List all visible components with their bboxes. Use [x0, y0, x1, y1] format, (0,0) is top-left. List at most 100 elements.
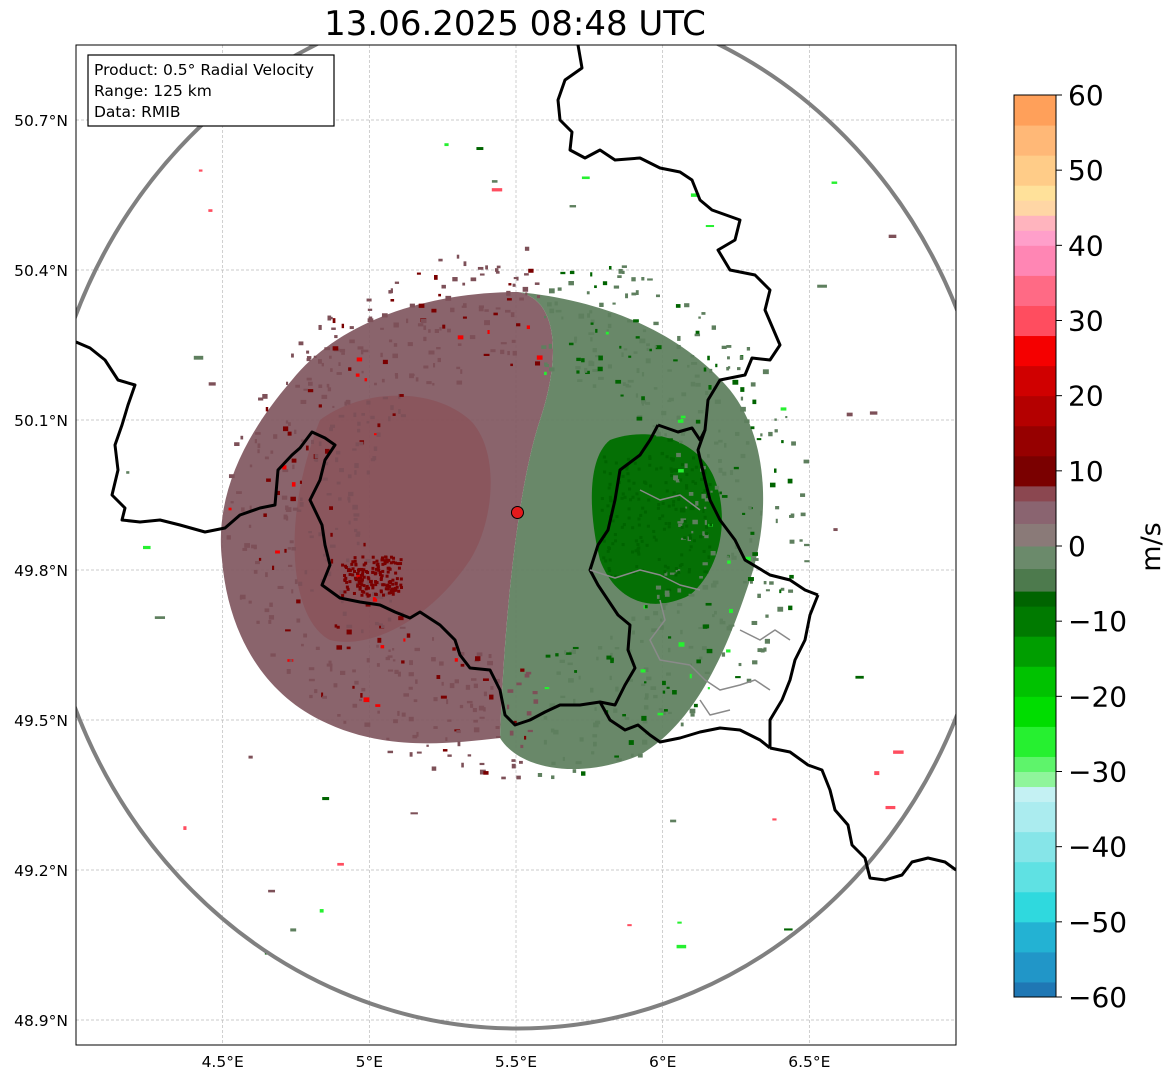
echo-speckle	[374, 571, 378, 575]
echo-speckle	[615, 515, 619, 519]
echo-speckle	[359, 441, 364, 446]
echo-speckle	[483, 691, 488, 697]
echo-speckle	[888, 234, 897, 239]
echo-speckle	[465, 684, 471, 690]
echo-speckle	[675, 479, 680, 483]
echo-speckle	[618, 268, 623, 274]
echo-speckle	[380, 645, 385, 649]
echo-speckle	[602, 455, 606, 459]
echo-speckle	[760, 510, 763, 516]
echo-speckle	[413, 699, 418, 703]
echo-speckle	[361, 629, 364, 634]
echo-speckle	[313, 456, 319, 462]
echo-speckle	[251, 544, 257, 549]
echo-speckle	[386, 570, 390, 574]
echo-speckle	[342, 611, 347, 616]
echo-speckle	[341, 352, 345, 355]
echo-speckle	[548, 343, 553, 349]
echo-speckle	[699, 575, 703, 579]
echo-speckle	[263, 513, 267, 517]
echo-speckle	[703, 471, 707, 475]
country-borders	[76, 45, 956, 882]
echo-speckle	[348, 491, 354, 497]
echo-speckle	[594, 720, 601, 725]
echo-speckle	[506, 704, 510, 710]
echo-speckle	[721, 345, 727, 349]
echo-speckle	[728, 624, 735, 627]
echo-speckle	[330, 368, 333, 372]
echo-speckle	[855, 675, 864, 679]
border-be-lu	[588, 423, 707, 707]
echo-speckle	[362, 584, 366, 588]
echo-speckle	[643, 667, 649, 672]
echo-speckle	[781, 440, 784, 444]
lon-tick-label: 6.5°E	[788, 1053, 830, 1071]
echo-speckle	[614, 461, 618, 465]
echo-speckle	[688, 491, 694, 496]
echo-speckle	[677, 588, 682, 593]
echo-speckle	[579, 737, 584, 742]
echo-speckle	[390, 587, 394, 591]
colorbar-tick-label: 60	[1068, 79, 1104, 112]
echo-speckle	[285, 629, 291, 632]
colorbar-band	[1014, 726, 1056, 757]
echo-speckle	[329, 355, 332, 359]
echo-speckle	[285, 507, 292, 513]
echo-speckle	[590, 337, 593, 342]
echo-speckle	[366, 658, 370, 663]
colorbar-band	[1014, 245, 1056, 276]
echo-speckle	[666, 686, 670, 689]
echo-speckle	[593, 741, 597, 747]
echo-speckle	[636, 543, 640, 547]
echo-speckle	[649, 348, 652, 352]
echo-speckle	[423, 336, 427, 342]
echo-speckle	[623, 495, 627, 499]
echo-speckle	[731, 555, 737, 560]
echo-speckle	[410, 812, 418, 815]
echo-speckle	[661, 501, 665, 505]
echo-speckle	[646, 676, 652, 681]
echo-speckle	[555, 309, 562, 313]
echo-speckle	[769, 482, 776, 488]
echo-speckle	[708, 385, 712, 390]
echo-speckle	[395, 577, 399, 581]
echo-speckle	[609, 496, 613, 500]
echo-speckle	[318, 404, 322, 408]
echo-speckle	[662, 680, 666, 686]
echo-speckle	[248, 600, 252, 604]
echo-speckle	[392, 413, 396, 416]
echo-speckle	[389, 555, 393, 559]
echo-speckle	[559, 659, 565, 663]
echo-speckle	[519, 297, 524, 301]
border-lu-de	[768, 594, 820, 748]
echo-speckle	[653, 611, 659, 616]
echo-speckle	[470, 703, 474, 708]
echo-speckle	[344, 401, 347, 406]
echo-speckle	[536, 355, 543, 360]
echo-speckle	[608, 265, 612, 270]
echo-speckle	[354, 680, 359, 685]
echo-speckle	[800, 493, 806, 497]
echo-speckle	[621, 352, 624, 357]
echo-speckle	[551, 761, 556, 766]
echo-speckle	[614, 574, 618, 578]
echo-speckle	[543, 739, 547, 745]
echo-speckle	[707, 355, 710, 361]
echo-speckle	[283, 514, 288, 520]
echo-speckle	[625, 467, 629, 471]
echo-speckle	[663, 564, 667, 568]
echo-speckle	[303, 388, 308, 391]
echo-speckle	[491, 188, 503, 192]
colorbar-band	[1014, 335, 1056, 367]
echo-speckle	[347, 474, 352, 479]
echo-speckle	[664, 522, 668, 526]
echo-speckle	[477, 266, 484, 270]
echo-speckle	[785, 415, 788, 419]
echo-speckle	[727, 356, 730, 360]
echo-speckle	[362, 563, 366, 567]
echo-speckle	[629, 498, 633, 502]
echo-speckle	[268, 889, 276, 893]
echo-speckle	[366, 576, 370, 580]
echo-speckle	[366, 400, 371, 405]
colorbar-tick-label: −60	[1068, 981, 1127, 1014]
